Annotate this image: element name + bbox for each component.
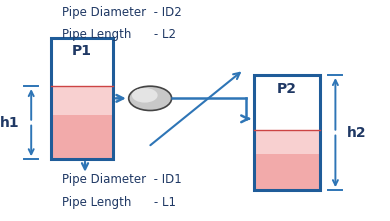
Bar bbox=[254, 130, 320, 154]
Bar bbox=[51, 38, 113, 86]
Text: P2: P2 bbox=[277, 82, 297, 96]
Bar bbox=[51, 86, 113, 159]
Bar bbox=[254, 130, 320, 190]
Text: Pipe Diameter  - ID1: Pipe Diameter - ID1 bbox=[62, 173, 182, 187]
Bar bbox=[51, 86, 113, 115]
Bar bbox=[254, 75, 320, 190]
Text: h1: h1 bbox=[0, 116, 20, 130]
Text: h2: h2 bbox=[347, 126, 367, 140]
Bar bbox=[51, 38, 113, 159]
Text: Pipe Length      - L1: Pipe Length - L1 bbox=[62, 196, 176, 209]
Text: P1: P1 bbox=[72, 44, 92, 58]
Circle shape bbox=[129, 86, 172, 110]
Bar bbox=[254, 75, 320, 130]
Circle shape bbox=[132, 88, 158, 103]
Text: Pipe Diameter  - ID2: Pipe Diameter - ID2 bbox=[62, 6, 182, 19]
Text: Pipe Length      - L2: Pipe Length - L2 bbox=[62, 28, 176, 41]
